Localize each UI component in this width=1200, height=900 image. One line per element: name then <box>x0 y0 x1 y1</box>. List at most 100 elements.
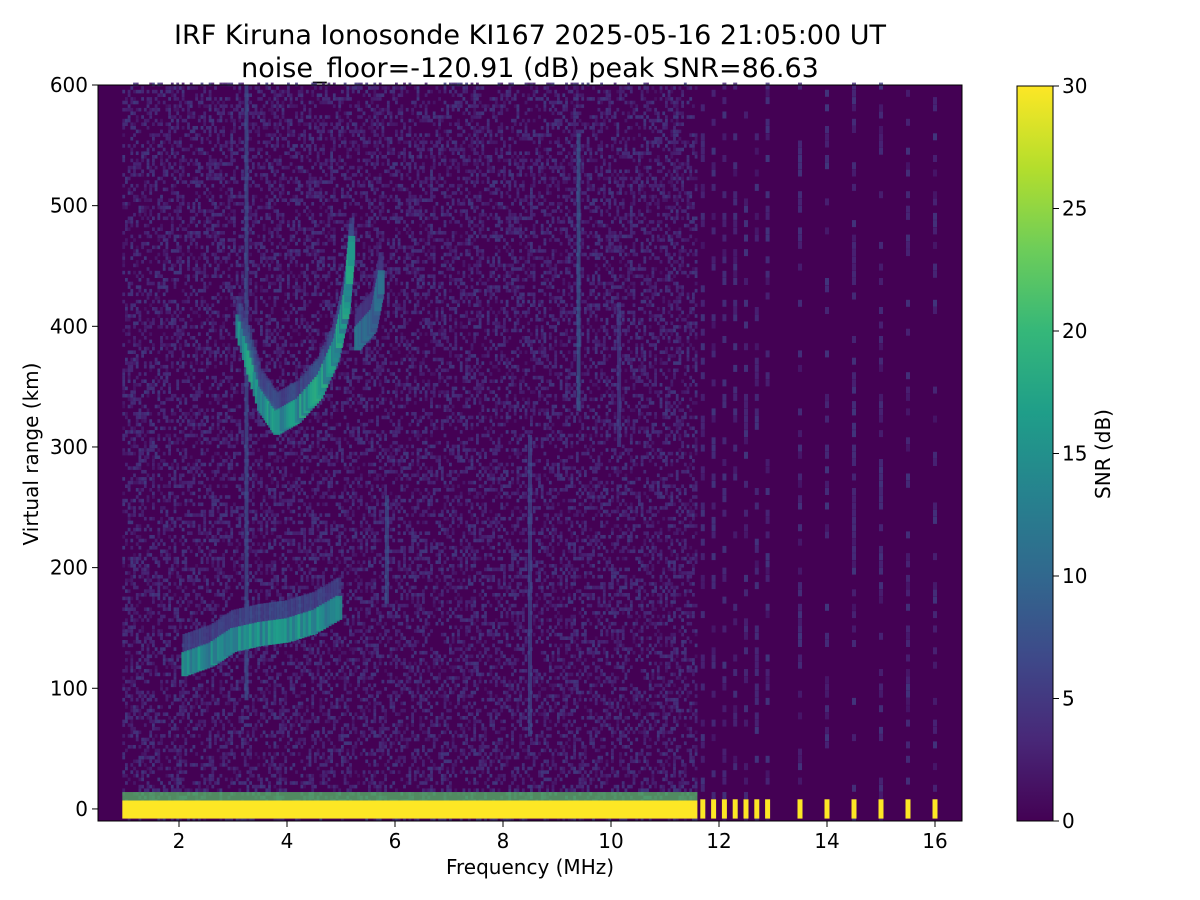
noise-cell <box>260 777 263 782</box>
noise-cell <box>125 238 128 242</box>
noise-cell <box>170 223 174 228</box>
noise-cell <box>200 299 204 304</box>
noise-cell <box>173 679 177 684</box>
noise-cell <box>162 578 166 583</box>
noise-cell <box>157 520 161 525</box>
noise-cell <box>214 473 217 478</box>
noise-cell <box>181 252 185 257</box>
noise-cell <box>176 437 180 441</box>
noise-cell <box>203 708 207 713</box>
noise-cell <box>254 408 258 412</box>
noise-cell <box>181 535 185 539</box>
noise-cell <box>160 781 163 785</box>
noise-cell <box>122 231 126 235</box>
noise-cell <box>197 687 201 691</box>
noise-cell <box>249 745 252 749</box>
noise-cell <box>270 162 274 166</box>
noise-cell <box>149 165 153 170</box>
noise-cell <box>208 104 212 108</box>
noise-cell <box>243 817 247 821</box>
noise-cell <box>135 223 139 228</box>
noise-cell <box>176 307 180 311</box>
noise-cell <box>270 527 274 532</box>
noise-cell <box>173 694 177 698</box>
noise-cell <box>262 115 266 119</box>
noise-cell <box>233 180 236 184</box>
noise-cell <box>273 745 277 749</box>
noise-cell <box>141 513 144 517</box>
noise-cell <box>181 107 185 112</box>
noise-cell <box>273 553 277 557</box>
noise-cell <box>214 231 217 235</box>
noise-cell <box>157 368 161 373</box>
noise-cell <box>168 723 171 727</box>
noise-cell <box>141 321 144 326</box>
noise-cell <box>157 527 161 532</box>
noise-cell <box>130 111 134 116</box>
noise-cell <box>146 582 150 586</box>
noise-cell <box>273 665 277 669</box>
noise-cell <box>206 708 209 713</box>
noise-cell <box>176 502 180 507</box>
noise-cell <box>281 491 285 496</box>
noise-cell <box>233 578 236 583</box>
noise-cell <box>165 310 169 315</box>
noise-cell <box>203 694 207 698</box>
noise-cell <box>268 690 271 695</box>
noise-cell <box>160 553 163 557</box>
noise-cell <box>208 777 212 782</box>
noise-cell <box>173 412 177 416</box>
noise-cell <box>265 274 269 278</box>
noise-cell <box>143 701 147 706</box>
noise-cell <box>179 267 182 271</box>
noise-cell <box>273 299 277 304</box>
noise-cell <box>154 654 158 659</box>
noise-cell <box>227 784 231 789</box>
noise-cell <box>200 763 204 767</box>
noise-cell <box>173 520 177 525</box>
noise-cell <box>227 658 231 662</box>
noise-cell <box>157 281 161 286</box>
noise-cell <box>187 133 190 137</box>
noise-cell <box>189 520 193 525</box>
noise-cell <box>173 665 177 669</box>
noise-cell <box>241 245 244 250</box>
noise-cell <box>187 249 190 253</box>
noise-cell <box>195 361 198 365</box>
noise-cell <box>152 477 155 481</box>
noise-cell <box>270 198 274 202</box>
noise-cell <box>133 556 136 561</box>
noise-cell <box>208 82 212 87</box>
noise-cell <box>276 245 279 250</box>
noise-cell <box>257 249 261 253</box>
noise-cell <box>219 104 223 108</box>
noise-cell <box>278 817 282 821</box>
noise-cell <box>189 430 193 434</box>
noise-cell <box>143 198 147 202</box>
noise-cell <box>284 136 288 141</box>
noise-cell <box>222 708 225 713</box>
noise-cell <box>270 169 274 174</box>
noise-cell <box>195 788 198 792</box>
noise-cell <box>192 734 196 738</box>
noise-cell <box>176 614 180 619</box>
noise-cell <box>287 361 290 365</box>
noise-cell <box>265 734 269 738</box>
noise-cell <box>219 249 223 253</box>
noise-cell <box>146 643 150 648</box>
noise-cell <box>157 100 161 105</box>
noise-cell <box>165 346 169 351</box>
noise-cell <box>160 89 163 94</box>
noise-cell <box>173 176 177 181</box>
noise-cell <box>227 180 231 184</box>
noise-cell <box>125 632 128 637</box>
noise-cell <box>287 129 290 134</box>
noise-cell <box>152 136 155 141</box>
noise-cell <box>265 158 269 163</box>
noise-cell <box>184 759 188 764</box>
noise-cell <box>260 173 263 177</box>
noise-cell <box>273 755 277 760</box>
noise-cell <box>184 433 188 438</box>
noise-cell <box>230 263 234 268</box>
noise-cell <box>133 336 136 340</box>
